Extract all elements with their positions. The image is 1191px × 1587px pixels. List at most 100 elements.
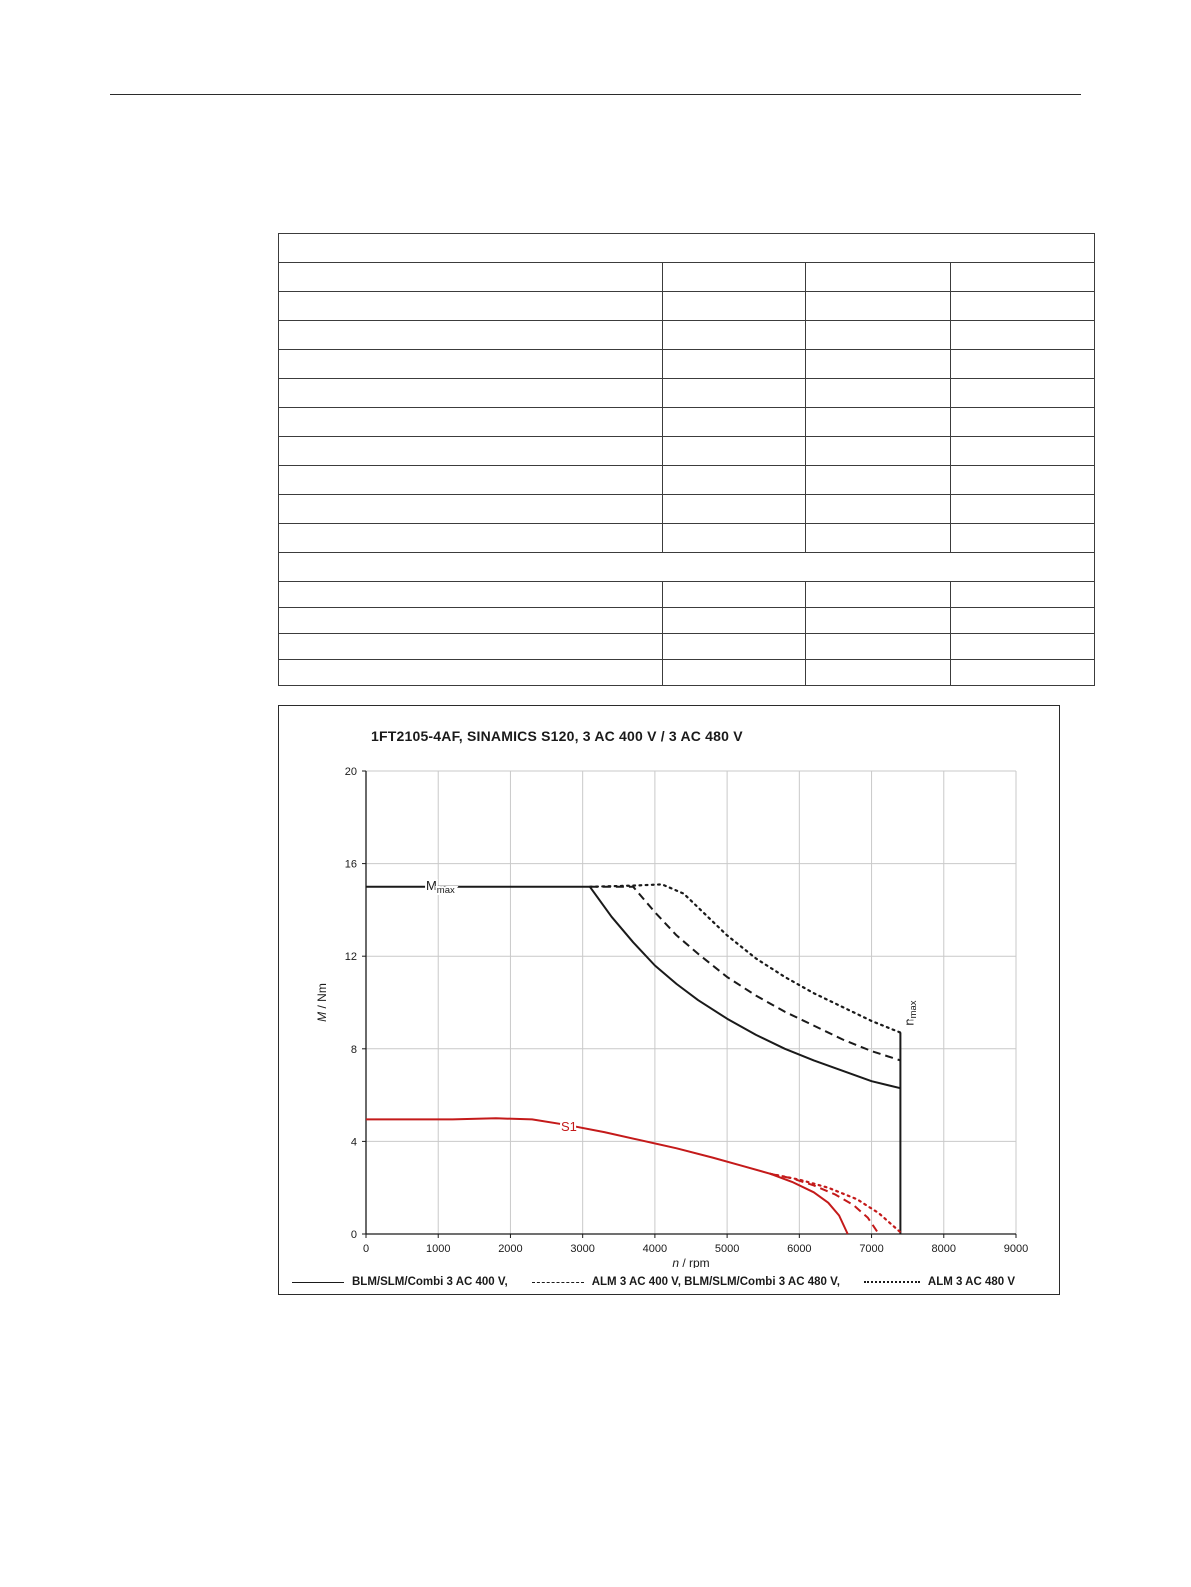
table-cell: [278, 607, 663, 634]
series-s1-dashed: [770, 1172, 880, 1235]
table-cell: [662, 436, 806, 466]
annotation-s1-label: S1: [561, 1119, 577, 1134]
x-tick-label: 7000: [859, 1243, 883, 1255]
table-cell: [662, 378, 806, 408]
table-cell: [662, 633, 806, 660]
table-cell: [278, 262, 663, 292]
table-cell: [278, 633, 663, 660]
table-cell: [662, 465, 806, 495]
table-cell: [950, 581, 1095, 608]
series-s1-solid: [366, 1117, 849, 1235]
table-cell: [950, 607, 1095, 634]
table-cell: [662, 523, 806, 553]
legend-dotted-line-sample: [863, 1281, 920, 1283]
table-cell: [950, 407, 1095, 437]
spec-table: [278, 233, 1095, 686]
table-cell: [805, 659, 951, 686]
table-cell: [662, 349, 806, 379]
table-cell: [278, 465, 663, 495]
y-tick-label: 4: [351, 1136, 357, 1148]
table-row: [278, 291, 1095, 321]
table-cell: [662, 262, 806, 292]
series-s1-dotted: [769, 1172, 903, 1235]
legend-item: ALM 3 AC 480 V: [863, 1276, 1015, 1288]
table-cell: [950, 378, 1095, 408]
table-cell: [805, 291, 951, 321]
table-row: [278, 607, 1095, 634]
table-row: [278, 407, 1095, 437]
table-cell: [278, 494, 663, 524]
table-row: [278, 552, 1095, 582]
table-cell: [662, 320, 806, 350]
table-row: [278, 659, 1095, 686]
table-cell: [950, 291, 1095, 321]
legend-dashed-line-sample: [531, 1281, 584, 1283]
table-row: [278, 262, 1095, 292]
y-axis-label: M / Nm: [315, 983, 329, 1022]
table-row: [278, 349, 1095, 379]
x-axis-label: n / rpm: [672, 1256, 709, 1268]
table-cell: [662, 607, 806, 634]
table-cell: [662, 581, 806, 608]
table-cell: [805, 378, 951, 408]
table-cell: [805, 633, 951, 660]
table-cell: [950, 320, 1095, 350]
table-cell: [805, 407, 951, 437]
series-mmax-blm-slm-combi-400v: [366, 885, 901, 1090]
table-cell: [805, 465, 951, 495]
table-row: [278, 436, 1095, 466]
legend-label: ALM 3 AC 400 V, BLM/SLM/Combi 3 AC 480 V…: [591, 1276, 840, 1288]
table-cell: [278, 581, 663, 608]
table-cell: [278, 349, 663, 379]
table-cell: [805, 320, 951, 350]
legend-item: BLM/SLM/Combi 3 AC 400 V,: [292, 1276, 508, 1288]
torque-speed-chart-panel: 1FT2105-4AF, SINAMICS S120, 3 AC 400 V /…: [278, 705, 1060, 1295]
x-tick-label: 6000: [787, 1243, 811, 1255]
table-row: [278, 523, 1095, 553]
x-tick-label: 4000: [643, 1243, 667, 1255]
table-row: [278, 465, 1095, 495]
table-cell: [278, 552, 1095, 582]
table-cell: [950, 633, 1095, 660]
legend-item: ALM 3 AC 400 V, BLM/SLM/Combi 3 AC 480 V…: [531, 1276, 840, 1288]
table-cell: [805, 436, 951, 466]
table-cell: [662, 494, 806, 524]
torque-speed-chart: 0 1000 2000 3000 4000 5000 6000 7000 8000 9000 0 4 8…: [315, 766, 1028, 1268]
table-cell: [278, 659, 663, 686]
table-cell: [662, 291, 806, 321]
table-cell: [950, 465, 1095, 495]
y-tick-label: 20: [345, 766, 357, 778]
y-tick-label: 16: [345, 859, 357, 871]
table-row: [278, 581, 1095, 608]
table-cell: [950, 523, 1095, 553]
table-cell: [662, 407, 806, 437]
table-row: [278, 378, 1095, 408]
series-mmax-alm-400v-blm-480v: [589, 885, 901, 1062]
table-cell: [950, 494, 1095, 524]
table-cell: [278, 233, 1095, 263]
series-mmax-alm-480v: [588, 883, 902, 1034]
table-cell: [805, 581, 951, 608]
x-tick-label: 1000: [426, 1243, 450, 1255]
x-tick-label: 2000: [498, 1243, 522, 1255]
table-cell: [278, 320, 663, 350]
table-cell: [805, 607, 951, 634]
legend-label: BLM/SLM/Combi 3 AC 400 V,: [352, 1276, 508, 1288]
table-cell: [278, 436, 663, 466]
header-rule: [110, 94, 1081, 95]
table-cell: [805, 494, 951, 524]
table-cell: [278, 291, 663, 321]
chart-legend: BLM/SLM/Combi 3 AC 400 V, ALM 3 AC 400 V,…: [292, 1276, 1051, 1288]
table-cell: [278, 523, 663, 553]
table-cell: [950, 436, 1095, 466]
x-tick-label: 9000: [1004, 1243, 1028, 1255]
table-row: [278, 633, 1095, 660]
x-tick-label: 0: [363, 1243, 369, 1255]
x-tick-label: 5000: [715, 1243, 739, 1255]
table-cell: [950, 349, 1095, 379]
table-cell: [805, 262, 951, 292]
x-tick-label: 3000: [570, 1243, 594, 1255]
table-row: [278, 233, 1095, 263]
table-cell: [662, 659, 806, 686]
